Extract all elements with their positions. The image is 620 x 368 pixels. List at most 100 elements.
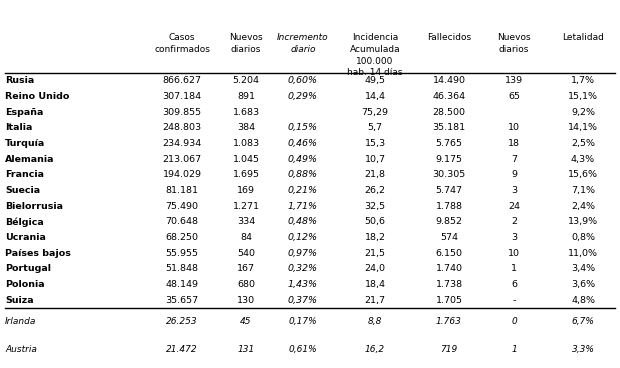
Text: 1.740: 1.740 — [435, 264, 463, 273]
Text: 0,29%: 0,29% — [288, 92, 318, 101]
Text: 49,5: 49,5 — [365, 76, 386, 85]
Text: 866.627: 866.627 — [162, 76, 202, 85]
Text: Países bajos: Países bajos — [5, 249, 71, 258]
Text: 35.181: 35.181 — [432, 123, 466, 132]
Text: Irlanda: Irlanda — [5, 317, 37, 326]
Text: 46.364: 46.364 — [432, 92, 466, 101]
Text: 139: 139 — [505, 76, 523, 85]
Text: 1.705: 1.705 — [435, 296, 463, 305]
Text: España: España — [5, 108, 43, 117]
Text: 24: 24 — [508, 202, 520, 210]
Text: Fallecidos: Fallecidos — [427, 33, 471, 42]
Text: 45: 45 — [241, 317, 252, 326]
Text: 3: 3 — [511, 186, 517, 195]
Text: 3: 3 — [511, 233, 517, 242]
Text: Italia: Italia — [5, 123, 32, 132]
Text: 10: 10 — [508, 249, 520, 258]
Text: Polonia: Polonia — [5, 280, 45, 289]
Text: 1,71%: 1,71% — [288, 202, 318, 210]
Text: 3,6%: 3,6% — [571, 280, 595, 289]
Text: 65: 65 — [508, 92, 520, 101]
Text: 21,5: 21,5 — [365, 249, 386, 258]
Text: 11,0%: 11,0% — [568, 249, 598, 258]
Text: 5,7: 5,7 — [368, 123, 383, 132]
Text: 334: 334 — [237, 217, 255, 226]
Text: 130: 130 — [237, 296, 255, 305]
Text: 35.657: 35.657 — [166, 296, 198, 305]
Text: 14.490: 14.490 — [433, 76, 466, 85]
Text: 3,3%: 3,3% — [572, 345, 595, 354]
Text: 7,1%: 7,1% — [571, 186, 595, 195]
Text: Francia: Francia — [5, 170, 44, 179]
Text: 15,1%: 15,1% — [568, 92, 598, 101]
Text: 0,88%: 0,88% — [288, 170, 318, 179]
Text: Portugal: Portugal — [5, 264, 51, 273]
Text: 18: 18 — [508, 139, 520, 148]
Text: 2: 2 — [511, 217, 517, 226]
Text: 21,7: 21,7 — [365, 296, 386, 305]
Text: 21,8: 21,8 — [365, 170, 386, 179]
Text: 719: 719 — [440, 345, 458, 354]
Text: 167: 167 — [237, 264, 255, 273]
Text: 574: 574 — [440, 233, 458, 242]
Text: 0,48%: 0,48% — [288, 217, 318, 226]
Text: 1.683: 1.683 — [232, 108, 260, 117]
Text: 169: 169 — [237, 186, 255, 195]
Text: 55.955: 55.955 — [166, 249, 198, 258]
Text: 5.747: 5.747 — [435, 186, 463, 195]
Text: 0,46%: 0,46% — [288, 139, 318, 148]
Text: 1.045: 1.045 — [232, 155, 260, 164]
Text: Turquía: Turquía — [5, 139, 45, 148]
Text: 5.204: 5.204 — [232, 76, 260, 85]
Text: 18,2: 18,2 — [365, 233, 386, 242]
Text: 15,6%: 15,6% — [568, 170, 598, 179]
Text: 0,8%: 0,8% — [571, 233, 595, 242]
Text: 0,97%: 0,97% — [288, 249, 318, 258]
Text: 891: 891 — [237, 92, 255, 101]
Text: 10: 10 — [508, 123, 520, 132]
Text: 28.500: 28.500 — [433, 108, 466, 117]
Text: 32,5: 32,5 — [365, 202, 386, 210]
Text: Casos
confirmados: Casos confirmados — [154, 33, 210, 54]
Text: 26,2: 26,2 — [365, 186, 386, 195]
Text: 1,7%: 1,7% — [571, 76, 595, 85]
Text: 1.788: 1.788 — [435, 202, 463, 210]
Text: 1: 1 — [511, 345, 517, 354]
Text: Nuevos
diarios: Nuevos diarios — [497, 33, 531, 54]
Text: 1.695: 1.695 — [232, 170, 260, 179]
Text: 2,4%: 2,4% — [571, 202, 595, 210]
Text: 3,4%: 3,4% — [571, 264, 595, 273]
Text: 7: 7 — [511, 155, 517, 164]
Text: 1.271: 1.271 — [232, 202, 260, 210]
Text: 9.852: 9.852 — [435, 217, 463, 226]
Text: Bélgica: Bélgica — [5, 217, 44, 227]
Text: 0,21%: 0,21% — [288, 186, 318, 195]
Text: 0,49%: 0,49% — [288, 155, 318, 164]
Text: 131: 131 — [237, 345, 255, 354]
Text: 68.250: 68.250 — [166, 233, 198, 242]
Text: 70.648: 70.648 — [166, 217, 198, 226]
Text: 1.083: 1.083 — [232, 139, 260, 148]
Text: Incidencia
Acumulada
100.000
hab. 14 días: Incidencia Acumulada 100.000 hab. 14 día… — [347, 33, 403, 77]
Text: 5.765: 5.765 — [435, 139, 463, 148]
Text: 84: 84 — [240, 233, 252, 242]
Text: 384: 384 — [237, 123, 255, 132]
Text: 309.855: 309.855 — [162, 108, 202, 117]
Text: 1.738: 1.738 — [435, 280, 463, 289]
Text: 0,17%: 0,17% — [289, 317, 317, 326]
Text: 81.181: 81.181 — [166, 186, 198, 195]
Text: Rusia: Rusia — [5, 76, 34, 85]
Text: Bielorrusia: Bielorrusia — [5, 202, 63, 210]
Text: 0,32%: 0,32% — [288, 264, 318, 273]
Text: 1: 1 — [511, 264, 517, 273]
Text: Letalidad: Letalidad — [562, 33, 604, 42]
Text: 1.763: 1.763 — [436, 317, 462, 326]
Text: 307.184: 307.184 — [162, 92, 202, 101]
Text: 14,1%: 14,1% — [568, 123, 598, 132]
Text: 0,12%: 0,12% — [288, 233, 318, 242]
Text: 14,4: 14,4 — [365, 92, 386, 101]
Text: 18,4: 18,4 — [365, 280, 386, 289]
Text: -: - — [512, 296, 516, 305]
Text: 9: 9 — [511, 170, 517, 179]
Text: 4,8%: 4,8% — [571, 296, 595, 305]
